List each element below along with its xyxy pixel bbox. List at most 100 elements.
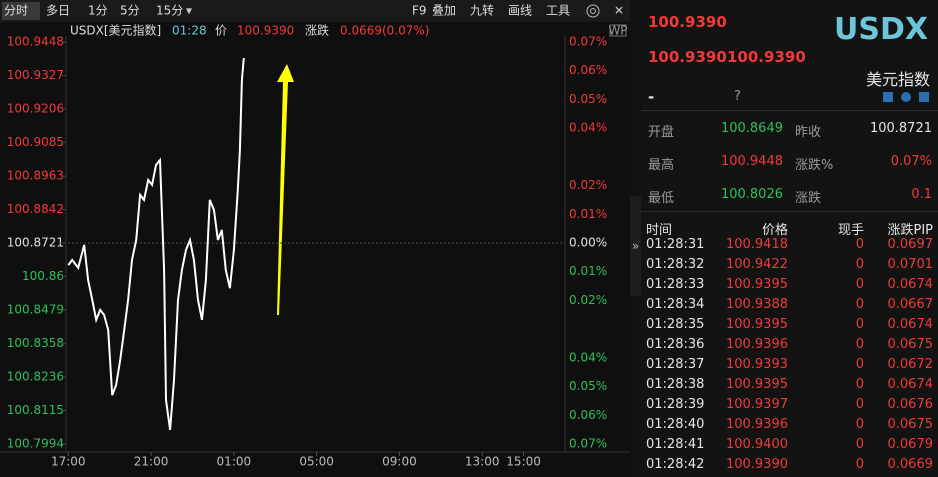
trade-cell: 01:28:37 <box>646 357 705 372</box>
trade-cell: 0 <box>855 317 864 332</box>
dropdown-icon[interactable]: ▾ <box>186 4 192 18</box>
y-tick-label: 100.9327 <box>7 68 64 82</box>
trade-cell: 0 <box>855 297 864 312</box>
y-tick-label: 100.9206 <box>7 101 64 115</box>
tool-button[interactable]: 画线 <box>508 4 532 18</box>
trade-header: 涨跌PIP <box>887 223 933 238</box>
chart: ▾ ✕ WP USDX[美元指数] 01:28 价 100.9390 涨跌 0.0669(… <box>0 0 630 477</box>
add-icon[interactable] <box>919 92 929 102</box>
y2-tick-label: 0.00% <box>569 236 607 250</box>
trade-cell: 100.9400 <box>725 437 788 452</box>
header-price-label: 价 <box>215 24 227 38</box>
trade-cell: 01:28:36 <box>646 337 705 352</box>
last-price: 100.9390 <box>648 13 727 31</box>
y-tick-label: 100.8115 <box>7 403 64 417</box>
y-tick-label: 100.9448 <box>7 35 64 49</box>
y-tick-label: 100.86 <box>22 269 64 283</box>
y2-tick-label: 0.04% <box>569 350 607 364</box>
trade-cell: 0.0701 <box>887 257 934 272</box>
trade-cell: 0 <box>855 437 864 452</box>
period-tab[interactable]: 1分 <box>88 4 108 18</box>
y2-tick-label: 0.06% <box>569 63 607 77</box>
x-tick-label: 13:00 <box>465 455 500 469</box>
tool-button[interactable]: 九转 <box>470 3 494 18</box>
y2-tick-label: 0.06% <box>569 408 607 422</box>
stat-value: 0.1 <box>911 187 932 202</box>
trade-header: 时间 <box>646 223 673 238</box>
trade-cell: 01:28:34 <box>646 297 705 312</box>
trade-cell: 01:28:42 <box>646 457 705 472</box>
annotation-arrow <box>277 64 294 315</box>
wp-icon[interactable] <box>609 24 627 37</box>
stat-label: 昨收 <box>795 125 822 140</box>
trade-cell: 0.0675 <box>887 337 934 352</box>
header-symbol: USDX[美元指数] <box>70 23 161 38</box>
alert-icon[interactable] <box>901 92 911 102</box>
trade-cell: 0 <box>855 277 864 292</box>
stat-label: 涨跌% <box>795 158 834 173</box>
bid-price: 100.9390 <box>648 48 727 66</box>
y2-tick-label: 0.01% <box>569 264 607 278</box>
trade-cell: 0.0697 <box>887 237 934 252</box>
stat-label: 最低 <box>648 191 675 206</box>
y2-tick-label: 0.07% <box>569 437 607 451</box>
x-tick-label: 15:00 <box>506 455 541 469</box>
y-tick-label: 100.8479 <box>7 302 64 316</box>
y-tick-label: 100.8842 <box>7 202 64 216</box>
period-tab[interactable]: 分时 <box>4 4 28 18</box>
symbol-code: USDX <box>834 12 928 47</box>
trade-cell: 0.0674 <box>887 277 934 292</box>
header-time: 01:28 <box>172 24 207 38</box>
stat-value: 100.8026 <box>720 187 783 202</box>
stat-label: 最高 <box>648 158 675 173</box>
y-tick-label: 100.8721 <box>7 236 64 250</box>
stat-value: 100.9448 <box>720 154 783 169</box>
separator <box>641 110 938 111</box>
trade-cell: 01:28:41 <box>646 437 705 452</box>
trade-cell: 100.9393 <box>725 357 788 372</box>
trade-cell: 0 <box>855 377 864 392</box>
y2-tick-label: 0.05% <box>569 92 607 106</box>
tool-button[interactable]: 叠加 <box>432 4 456 18</box>
trade-cell: 01:28:35 <box>646 317 705 332</box>
chart-header: USDX[美元指数] 01:28 价 100.9390 涨跌 0.0669(0.07%) <box>70 23 429 38</box>
tool-button[interactable]: F9 <box>412 4 427 18</box>
chart-background <box>0 0 630 477</box>
price-line <box>67 57 245 431</box>
stat-label: 涨跌 <box>795 191 822 206</box>
trade-cell: 01:28:31 <box>646 237 705 252</box>
y-tick-label: 100.8963 <box>7 169 64 183</box>
y2-tick-label: 0.02% <box>569 293 607 307</box>
trade-cell: 100.9395 <box>725 277 788 292</box>
trade-cell: 0 <box>855 397 864 412</box>
y-tick-label: 100.7994 <box>7 437 64 451</box>
trade-cell: 0 <box>855 257 864 272</box>
y2-tick-label: 0.07% <box>569 35 607 49</box>
trade-cell: 100.9395 <box>725 377 788 392</box>
trade-cell: 01:28:40 <box>646 417 705 432</box>
trade-cell: 01:28:32 <box>646 257 705 272</box>
period-tab[interactable]: 多日 <box>46 4 70 18</box>
trade-header: 现手 <box>837 223 864 238</box>
collapse-button[interactable]: » <box>630 196 641 296</box>
trade-cell: 0.0672 <box>887 357 934 372</box>
settings-icon[interactable] <box>586 4 600 18</box>
trade-cell: 100.9397 <box>725 397 788 412</box>
trade-cell: 01:28:33 <box>646 277 705 292</box>
period-tab[interactable]: 15分 <box>156 4 183 18</box>
close-icon[interactable]: ✕ <box>614 4 624 18</box>
trade-cell: 0 <box>855 237 864 252</box>
edit-icon[interactable] <box>883 92 893 102</box>
trade-cell: 0.0675 <box>887 417 934 432</box>
trade-header: 价格 <box>761 223 788 238</box>
header-change-label: 涨跌 <box>305 23 329 38</box>
tool-button[interactable]: 工具 <box>546 4 570 18</box>
header-change: 0.0669(0.07%) <box>340 24 429 38</box>
stat-value: 0.07% <box>890 154 932 169</box>
period-tab[interactable]: 5分 <box>120 4 140 18</box>
ask-price: 100.9390 <box>727 48 806 66</box>
active-tab-bg <box>2 2 40 20</box>
trade-cell: 0 <box>855 357 864 372</box>
trade-cell: 100.9390 <box>725 457 788 472</box>
